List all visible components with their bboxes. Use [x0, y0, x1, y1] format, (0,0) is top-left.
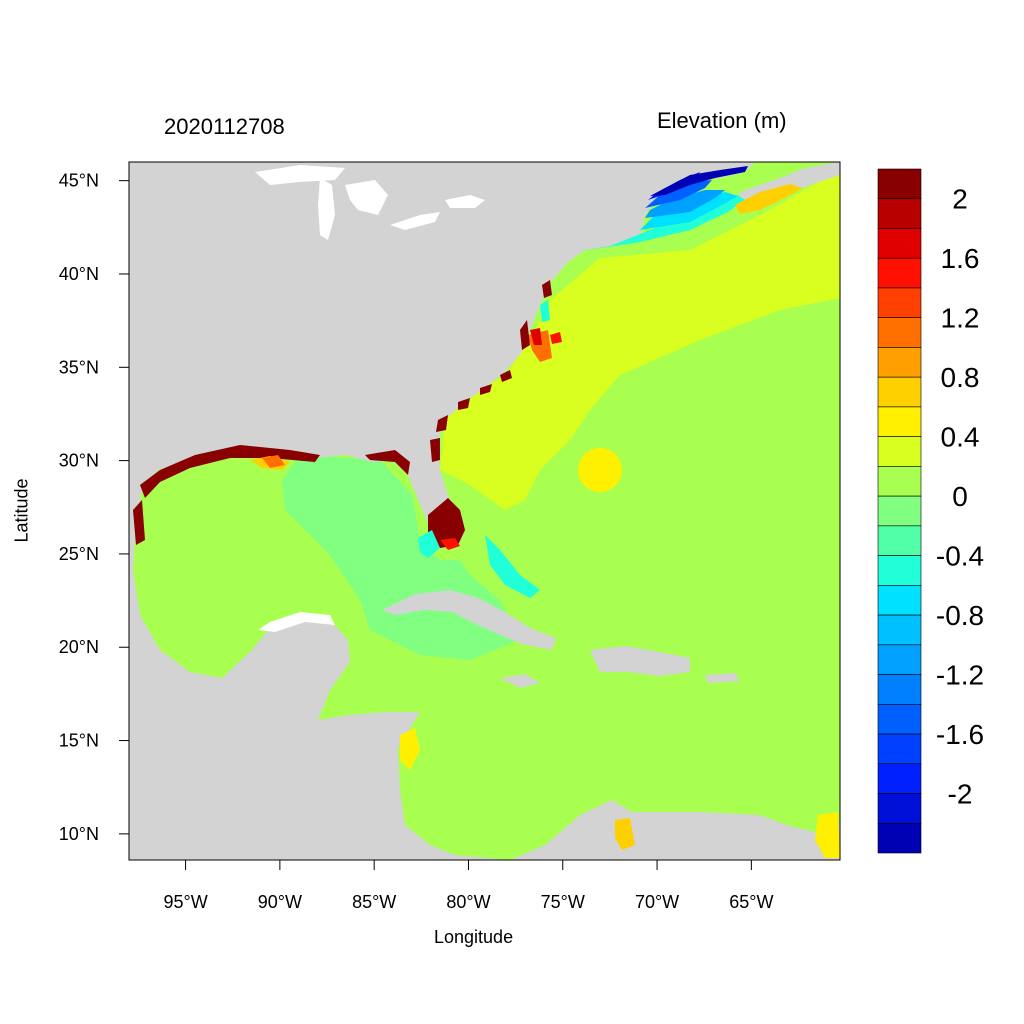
nova-scotia-positive-anomaly: [735, 184, 803, 214]
mid-atlantic-positive-eddy: [578, 448, 622, 492]
colorbar-label: 1.6: [941, 243, 980, 274]
colorbar-label: 2: [952, 184, 968, 215]
colorbar-label: -0.8: [936, 600, 984, 631]
maracaibo-positive-anomaly: [615, 818, 635, 850]
lake-ontario: [445, 195, 485, 208]
x-tick-label: 95°W: [163, 892, 207, 912]
lake-huron: [345, 180, 388, 215]
colorbar-swatch: [877, 376, 922, 408]
y-tick-label: 25°N: [59, 544, 99, 564]
x-tick-label: 75°W: [541, 892, 585, 912]
y-axis: 45°N 40°N 35°N 30°N 25°N 20°N 15°N 10°N: [59, 171, 129, 844]
colorbar-swatch: [877, 614, 922, 646]
y-tick-label: 10°N: [59, 824, 99, 844]
y-tick-label: 45°N: [59, 171, 99, 191]
northern-gulf-coastal-surge: [133, 445, 320, 545]
y-tick-label: 15°N: [59, 731, 99, 751]
florida-keys-positive: [440, 538, 460, 550]
atlantic-positive-anomaly-region: [440, 170, 840, 510]
colorbar: 2 1.6 1.2 0.8 0.4 0 -0.4 -0.8 -1.2 -1.6 -2: [877, 168, 984, 854]
y-tick-label: 20°N: [59, 637, 99, 657]
lake-michigan: [318, 178, 335, 240]
jamaica-land: [500, 674, 540, 688]
great-lakes: [255, 165, 485, 240]
colorbar-label: -0.4: [936, 541, 984, 572]
yucatan-coast-strip: [258, 612, 335, 632]
cuba-land: [382, 590, 556, 650]
trinidad-positive-anomaly: [815, 812, 840, 858]
southeast-coastal-surge: [430, 280, 552, 462]
bahamas-negative-anomaly-region: [485, 535, 540, 598]
puerto-rico-land: [705, 673, 740, 683]
colorbar-label: 0.8: [941, 362, 980, 393]
lake-erie: [390, 212, 440, 230]
big-bend-positive-surge: [365, 450, 410, 475]
y-axis-title: Latitude: [11, 478, 32, 543]
florida-positive-surge: [428, 498, 465, 548]
hispaniola-land: [590, 646, 690, 676]
colorbar-swatch: [877, 198, 922, 229]
x-tick-label: 70°W: [635, 892, 679, 912]
colorbar-swatch: [877, 257, 922, 289]
colorbar-swatch: [877, 644, 922, 675]
gulf-of-maine-negative-surge: [575, 166, 748, 252]
colorbar-swatch: [877, 466, 922, 497]
colorbar-label: 1.2: [941, 303, 980, 334]
colorbar-swatch: [877, 347, 922, 378]
y-tick-label: 35°N: [59, 357, 99, 377]
colorbar-swatch: [877, 555, 922, 586]
colorbar-swatch: [877, 822, 922, 854]
colorbar-label: -1.2: [936, 660, 984, 691]
x-axis-title: Longitude: [434, 927, 514, 947]
date-label: 2020112708: [164, 114, 285, 139]
x-tick-label: 90°W: [258, 892, 302, 912]
colorbar-label: -1.6: [936, 719, 984, 750]
x-tick-label: 80°W: [446, 892, 490, 912]
colorbar-swatch: [877, 674, 922, 705]
colorbar-swatch: [877, 525, 922, 556]
y-tick-label: 30°N: [59, 451, 99, 471]
colorbar-swatch: [877, 436, 922, 467]
colorbar-swatch: [877, 287, 922, 318]
colorbar-swatch: [877, 317, 922, 348]
colorbar-swatch: [877, 228, 922, 259]
colorbar-swatch: [877, 495, 922, 527]
y-tick-label: 40°N: [59, 264, 99, 284]
colorbar-swatch: [877, 168, 922, 200]
florida-bay-negative: [418, 530, 440, 558]
south-america-land: [510, 800, 840, 860]
map-frame: [128, 161, 841, 861]
mid-atlantic-coastal-surge: [520, 300, 562, 362]
nicaragua-positive-anomaly: [400, 728, 420, 770]
colorbar-swatch: [877, 406, 922, 437]
colorbar-label: -2: [948, 779, 973, 810]
colorbar-swatch: [877, 793, 922, 824]
variable-label: Elevation (m): [657, 108, 787, 133]
colorbar-label: 0: [952, 481, 968, 512]
colorbar-swatch: [877, 585, 922, 616]
colorbar-swatch: [877, 733, 922, 765]
x-tick-label: 65°W: [729, 892, 773, 912]
x-tick-label: 85°W: [352, 892, 396, 912]
x-axis: 95°W 90°W 85°W 80°W 75°W 70°W 65°W: [163, 860, 773, 912]
colorbar-label: 0.4: [941, 422, 980, 453]
colorbar-swatch: [877, 704, 922, 735]
colorbar-swatch: [877, 763, 922, 794]
map-panel: [129, 162, 840, 860]
